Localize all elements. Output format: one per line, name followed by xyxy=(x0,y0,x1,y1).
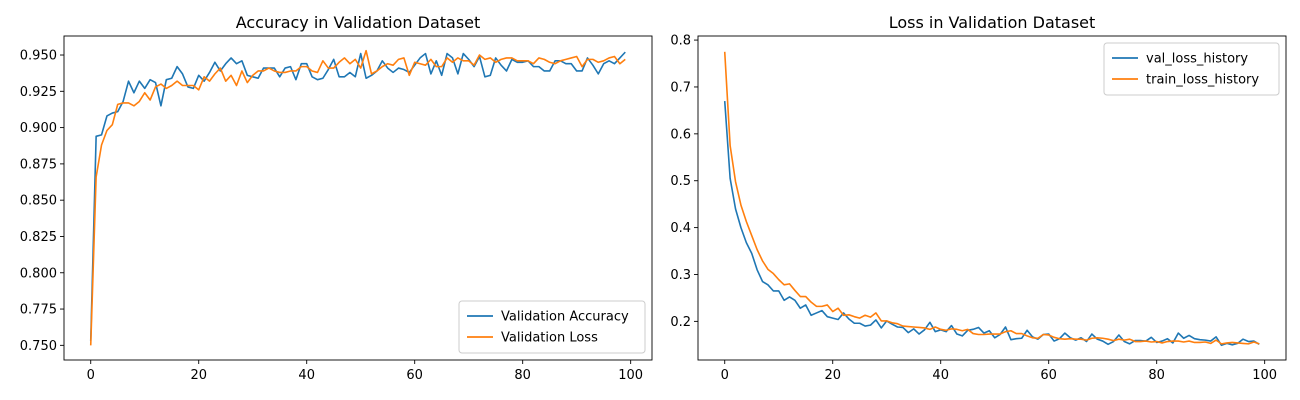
x-tick-label: 80 xyxy=(514,368,531,383)
y-tick-label: 0.800 xyxy=(20,266,57,281)
legend-box xyxy=(1103,42,1280,96)
y-tick-label: 0.8 xyxy=(670,34,691,49)
series-lines xyxy=(723,51,1260,347)
series-lines xyxy=(89,49,626,346)
x-tick-label: 60 xyxy=(1040,368,1057,383)
y-tick-label: 0.4 xyxy=(670,221,691,236)
y-tick-label: 0.6 xyxy=(670,127,691,142)
x-tick-label: 20 xyxy=(824,368,841,383)
x-tick-label: 0 xyxy=(721,368,729,383)
series-line-1 xyxy=(89,51,626,342)
chart-title: Accuracy in Validation Dataset xyxy=(236,13,481,32)
y-tick-label: 0.2 xyxy=(670,315,691,330)
x-axis: 0 20 40 60 80 100 xyxy=(721,360,1277,383)
x-tick-label: 0 xyxy=(87,368,95,383)
x-tick-label: 60 xyxy=(406,368,423,383)
y-tick-label: 0.825 xyxy=(20,230,57,245)
y-tick-label: 0.850 xyxy=(20,194,57,209)
x-tick-label: 80 xyxy=(1148,368,1165,383)
x-tick-label: 100 xyxy=(1252,368,1277,383)
y-tick-label: 0.7 xyxy=(670,80,691,95)
plot-frame xyxy=(697,35,1287,361)
y-axis: 0.750 0.775 0.800 0.825 0.850 0.875 0.900 0.925… xyxy=(20,49,64,354)
y-tick-label: 0.950 xyxy=(20,49,57,64)
y-axis: 0.2 0.3 0.4 0.5 0.6 0.7 0.8 xyxy=(670,34,698,330)
plot-frame xyxy=(63,35,653,361)
series-line-1 xyxy=(723,100,1260,347)
legend-label: Validation Accuracy xyxy=(501,310,629,325)
y-tick-label: 0.5 xyxy=(670,174,691,189)
y-tick-label: 0.3 xyxy=(670,268,691,283)
legend-label: Validation Loss xyxy=(501,331,598,346)
legend-label: val_loss_history xyxy=(1146,52,1248,67)
chart-title: Loss in Validation Dataset xyxy=(889,13,1096,32)
x-tick-label: 100 xyxy=(618,368,643,383)
chart-panel-2: Loss in Validation Dataset 0 20 40 60 80 100 0.… xyxy=(670,13,1287,383)
series-line-2 xyxy=(89,49,626,346)
x-axis: 0 20 40 60 80 100 xyxy=(87,360,643,383)
y-tick-label: 0.900 xyxy=(20,121,57,136)
legend: Validation Accuracy Validation Loss xyxy=(458,300,646,354)
x-tick-label: 40 xyxy=(932,368,949,383)
series-line-2 xyxy=(723,51,1260,345)
y-tick-label: 0.750 xyxy=(20,339,57,354)
legend-label: train_loss_history xyxy=(1146,73,1259,88)
y-tick-label: 0.925 xyxy=(20,85,57,100)
chart-panel-1: Accuracy in Validation Dataset 0 20 40 60 80 1… xyxy=(20,13,653,383)
legend-box xyxy=(458,300,646,354)
y-tick-label: 0.875 xyxy=(20,157,57,172)
x-tick-label: 40 xyxy=(298,368,315,383)
legend: val_loss_history train_loss_history xyxy=(1103,42,1280,96)
x-tick-label: 20 xyxy=(190,368,207,383)
y-tick-label: 0.775 xyxy=(20,303,57,318)
